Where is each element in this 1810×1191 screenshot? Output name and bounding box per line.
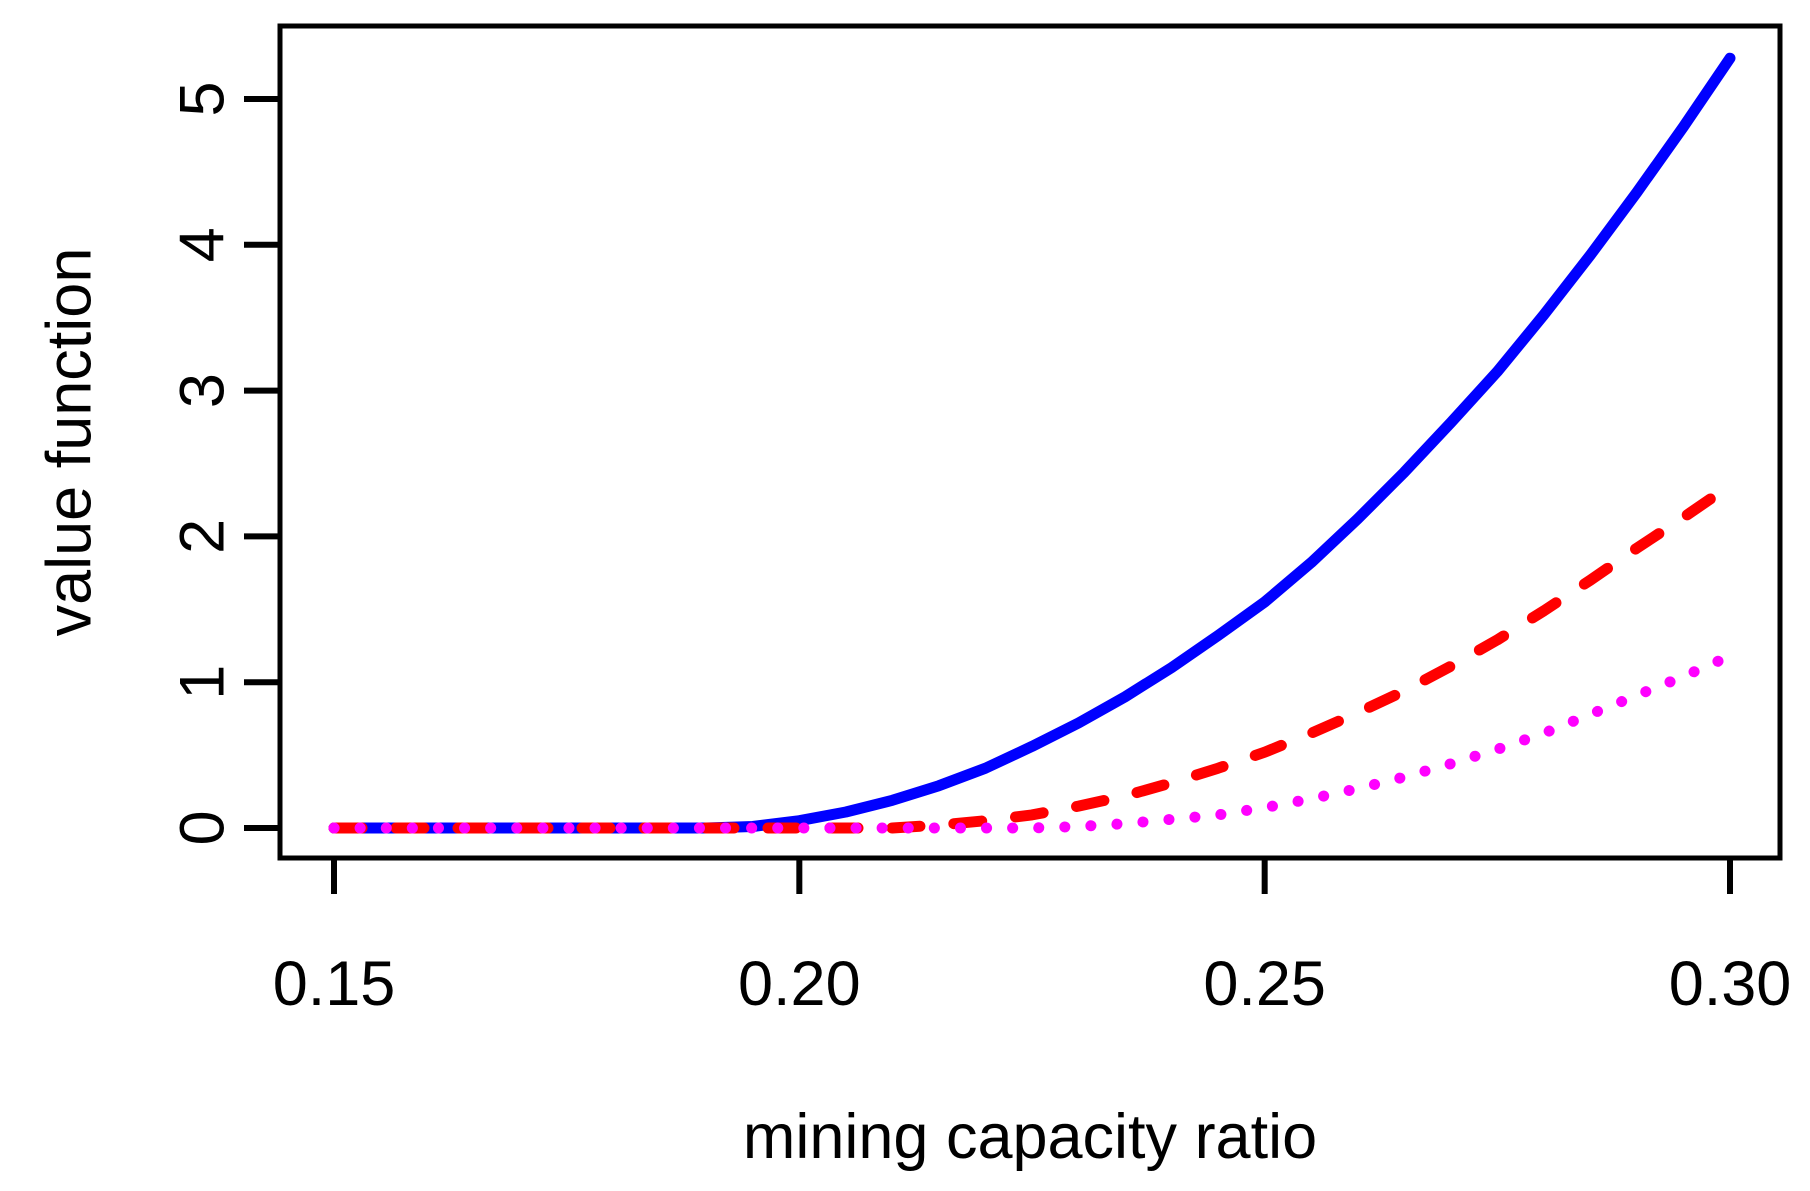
series-line-blue-solid	[328, 52, 1736, 834]
y-axis-tick-label: 5	[168, 81, 238, 116]
plot-frame	[277, 23, 1783, 861]
y-axis-tick-label: 3	[168, 373, 238, 408]
x-axis-title: mining capacity ratio	[742, 1102, 1318, 1172]
y-axis-title: value function	[34, 247, 105, 637]
y-axis-tick-label: 0	[168, 810, 238, 845]
x-axis-tick-label: 0.25	[1203, 949, 1326, 1019]
y-axis-tick-label: 2	[168, 519, 238, 554]
x-axis-tick-label: 0.30	[1669, 949, 1792, 1019]
series-line-red-dashed	[328, 479, 1736, 834]
y-axis-tick-label: 1	[168, 665, 238, 700]
x-axis-tick-label: 0.20	[738, 949, 861, 1019]
series-line-magenta-dotted	[328, 650, 1736, 834]
y-axis-tick-label: 4	[168, 227, 238, 262]
x-axis-tick-label: 0.15	[273, 949, 396, 1019]
